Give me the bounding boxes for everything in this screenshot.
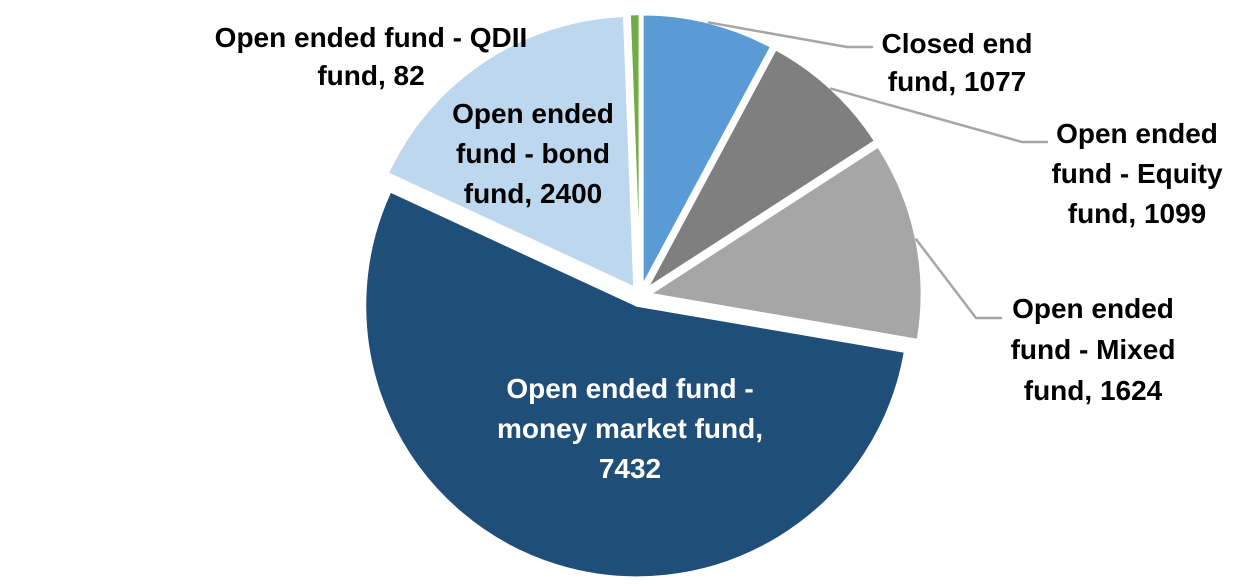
pie-slice-4 xyxy=(386,14,636,289)
pie-slice-3 xyxy=(363,190,907,579)
slice-label-2: Open ended fund - Mixed fund, 1624 xyxy=(1011,293,1176,406)
leader-line-2 xyxy=(915,238,1003,320)
leader-line-0 xyxy=(707,21,874,49)
slice-label-0: Closed end fund, 1077 xyxy=(882,28,1033,97)
pie-slice-5 xyxy=(628,12,642,288)
slice-label-1: Open ended fund - Equity fund, 1099 xyxy=(1051,118,1223,229)
leader-line-1 xyxy=(829,87,1049,144)
slice-label-5: Open ended fund - QDII fund, 82 xyxy=(215,22,528,91)
slice-label-3: Open ended fund -money market fund, 7432 xyxy=(497,373,763,484)
slice-label-4: Open ended fund - bond fund, 2400 xyxy=(452,98,614,209)
